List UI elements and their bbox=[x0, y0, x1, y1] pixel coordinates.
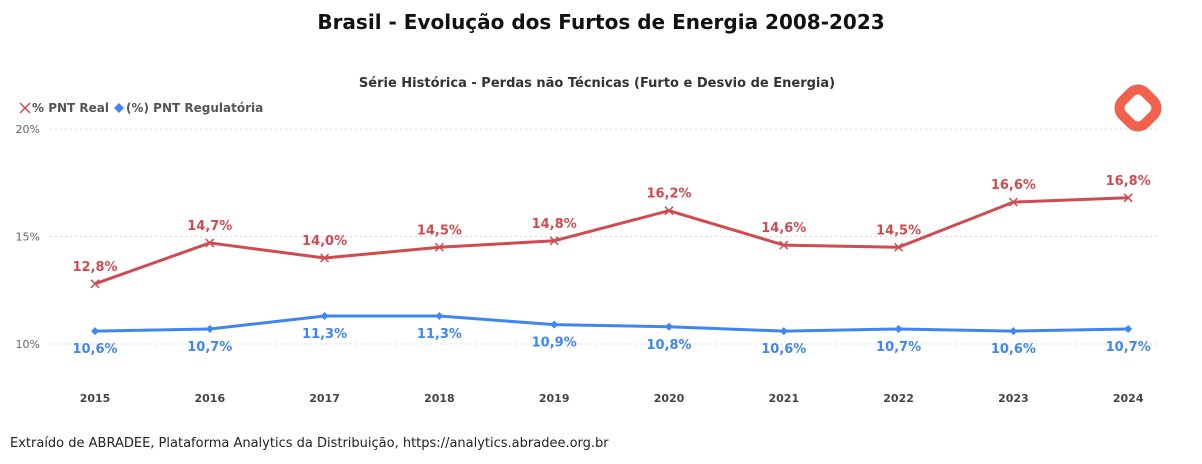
x-tick-label: 2021 bbox=[768, 392, 799, 405]
data-label: 14,5% bbox=[417, 223, 462, 238]
data-label: 10,7% bbox=[1106, 340, 1151, 355]
data-label: 10,6% bbox=[72, 342, 117, 357]
grid bbox=[50, 128, 1160, 345]
data-label: 10,6% bbox=[761, 342, 806, 357]
x-tick-label: 2019 bbox=[539, 392, 570, 405]
x-tick-label: 2018 bbox=[424, 392, 455, 405]
data-point bbox=[894, 242, 904, 252]
legend: % PNT Real (%) PNT Regulatória bbox=[19, 101, 263, 115]
data-label: 10,7% bbox=[187, 340, 232, 355]
y-axis: 10% 15% 20% bbox=[16, 123, 40, 351]
data-label: 11,3% bbox=[302, 327, 347, 342]
data-point bbox=[320, 253, 330, 263]
legend-marker-x bbox=[19, 102, 31, 114]
data-point bbox=[435, 312, 444, 321]
series-line bbox=[94, 196, 1129, 286]
source-footer: Extraído de ABRADEE, Plataforma Analytic… bbox=[10, 436, 609, 451]
data-point bbox=[1009, 327, 1018, 336]
data-label: 16,6% bbox=[991, 178, 1036, 193]
data-point bbox=[1124, 324, 1133, 333]
data-label: 14,0% bbox=[302, 234, 347, 249]
data-label: 10,7% bbox=[876, 340, 921, 355]
data-point bbox=[894, 324, 903, 333]
series-pnt-real: 12,8% 14,7% 14,0% 14,5% 14,8% 16,2% 14,6% 14,5%… bbox=[72, 174, 1151, 289]
data-point bbox=[434, 242, 444, 252]
data-point bbox=[91, 327, 99, 336]
x-tick-label: 2015 bbox=[80, 392, 111, 405]
data-label: 11,3% bbox=[417, 327, 462, 342]
line-chart: Série Histórica - Perdas não Técnicas (F… bbox=[16, 76, 1162, 405]
series-pnt-regulatoria: 10,6% 10,7% 11,3% 11,3% 10,9% 10,8% 10,6% 10,7%… bbox=[72, 312, 1151, 357]
data-point bbox=[1008, 197, 1018, 207]
data-label: 16,2% bbox=[646, 187, 691, 202]
chart-subtitle: Série Histórica - Perdas não Técnicas (F… bbox=[359, 76, 835, 91]
x-tick-label: 2020 bbox=[654, 392, 685, 405]
x-axis: 2015 2016 2017 2018 2019 2020 2021 2022 2023 2024 bbox=[80, 392, 1144, 405]
series-group: 12,8% 14,7% 14,0% 14,5% 14,8% 16,2% 14,6% 14,5%… bbox=[72, 174, 1150, 357]
data-point bbox=[549, 236, 559, 246]
data-label: 14,8% bbox=[532, 217, 577, 232]
data-label: 10,9% bbox=[532, 336, 577, 351]
legend-marker-diamond bbox=[114, 103, 124, 113]
data-label: 16,8% bbox=[1106, 174, 1151, 189]
data-point bbox=[665, 322, 673, 331]
data-point bbox=[320, 312, 329, 321]
data-point bbox=[779, 327, 788, 336]
page-title: Brasil - Evolução dos Furtos de Energia … bbox=[317, 10, 885, 34]
y-tick-label: 20% bbox=[16, 123, 40, 136]
data-point bbox=[664, 206, 674, 216]
data-label: 14,6% bbox=[761, 221, 806, 236]
data-label: 14,7% bbox=[187, 219, 232, 234]
x-tick-label: 2024 bbox=[1113, 392, 1144, 405]
y-tick-label: 15% bbox=[16, 231, 40, 244]
x-tick-label: 2017 bbox=[309, 392, 340, 405]
abradee-logo-icon bbox=[1114, 84, 1162, 132]
data-label: 10,8% bbox=[646, 338, 691, 353]
data-label: 12,8% bbox=[72, 260, 117, 275]
x-tick-label: 2022 bbox=[883, 392, 914, 405]
data-label: 10,6% bbox=[991, 342, 1036, 357]
series-line bbox=[94, 314, 1129, 333]
x-tick-label: 2016 bbox=[194, 392, 225, 405]
data-point bbox=[779, 240, 789, 250]
x-tick-label: 2023 bbox=[998, 392, 1029, 405]
data-label: 14,5% bbox=[876, 223, 921, 238]
data-point bbox=[1123, 193, 1133, 203]
data-point bbox=[550, 320, 559, 329]
data-point bbox=[90, 279, 100, 289]
legend-label: (%) PNT Regulatória bbox=[126, 101, 263, 115]
data-point bbox=[205, 324, 214, 333]
data-point bbox=[205, 238, 215, 248]
y-tick-label: 10% bbox=[16, 338, 40, 351]
legend-label: % PNT Real bbox=[32, 101, 109, 115]
